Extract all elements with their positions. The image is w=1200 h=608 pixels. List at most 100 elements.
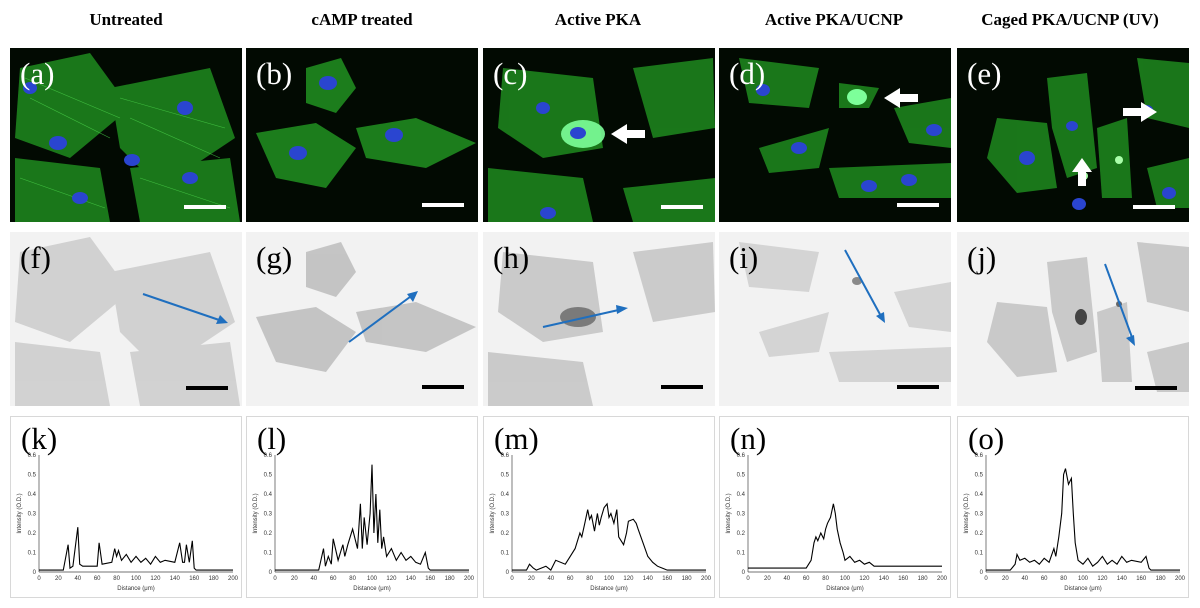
panel-g-grayscale-image: (g) bbox=[246, 232, 478, 406]
profile-arrow bbox=[844, 249, 883, 319]
scale-bar bbox=[186, 386, 228, 390]
x-tick-label: 200 bbox=[937, 576, 948, 582]
x-tick-label: 100 bbox=[367, 576, 378, 582]
x-tick-label: 80 bbox=[822, 576, 829, 582]
x-tick-label: 20 bbox=[291, 576, 298, 582]
x-tick-label: 0 bbox=[37, 576, 41, 582]
y-tick-label: 0.5 bbox=[501, 473, 510, 479]
y-tick-label: 0.2 bbox=[28, 531, 37, 537]
x-tick-label: 100 bbox=[840, 576, 851, 582]
cell-image-g bbox=[256, 242, 476, 372]
x-tick-label: 140 bbox=[1117, 576, 1128, 582]
x-tick-label: 200 bbox=[1175, 576, 1186, 582]
scale-bar bbox=[661, 205, 703, 209]
x-tick-label: 40 bbox=[310, 576, 317, 582]
arrow-icon bbox=[1072, 158, 1092, 186]
cell-image-e bbox=[987, 58, 1189, 210]
y-tick-label: 0.1 bbox=[264, 551, 273, 557]
intensity-profile-line bbox=[39, 527, 233, 571]
intensity-profile-line bbox=[512, 502, 706, 571]
x-tick-label: 200 bbox=[228, 576, 239, 582]
profile-arrow bbox=[1104, 263, 1134, 341]
x-tick-label: 200 bbox=[464, 576, 475, 582]
x-tick-label: 20 bbox=[1002, 576, 1009, 582]
column-header-active-pka: Active PKA bbox=[554, 10, 642, 29]
y-tick-label: 0.5 bbox=[975, 473, 984, 479]
cell-image-a bbox=[15, 53, 240, 222]
scale-bar bbox=[897, 203, 939, 207]
x-tick-label: 140 bbox=[643, 576, 654, 582]
panel-e-fluorescence-image: (e) bbox=[957, 48, 1189, 222]
x-tick-label: 20 bbox=[764, 576, 771, 582]
scale-bar bbox=[1133, 205, 1175, 209]
y-tick-label: 0 bbox=[269, 570, 273, 576]
x-tick-label: 20 bbox=[55, 576, 62, 582]
x-tick-label: 200 bbox=[701, 576, 712, 582]
x-tick-label: 160 bbox=[662, 576, 673, 582]
cell-image-i bbox=[739, 242, 951, 382]
y-tick-label: 0.4 bbox=[737, 492, 746, 498]
profile-arrow bbox=[142, 293, 226, 323]
x-tick-label: 0 bbox=[510, 576, 514, 582]
profile-arrow bbox=[542, 308, 624, 328]
x-tick-label: 100 bbox=[604, 576, 615, 582]
x-axis-label: Distance (μm) bbox=[353, 586, 390, 592]
y-axis-label: Intensity (O.D.) bbox=[17, 493, 23, 533]
panel-label-k: (k) bbox=[21, 421, 58, 456]
scale-bar bbox=[184, 205, 226, 209]
arrow-icon bbox=[884, 88, 918, 108]
x-axis-label: Distance (μm) bbox=[1064, 586, 1101, 592]
y-tick-label: 0.4 bbox=[28, 492, 37, 498]
y-tick-label: 0.2 bbox=[975, 531, 984, 537]
x-tick-label: 60 bbox=[803, 576, 810, 582]
panel-label-m: (m) bbox=[494, 421, 539, 456]
x-tick-label: 140 bbox=[170, 576, 181, 582]
x-tick-label: 0 bbox=[984, 576, 988, 582]
y-tick-label: 0.6 bbox=[501, 453, 510, 459]
x-tick-label: 100 bbox=[1078, 576, 1089, 582]
panel-label-i: (i) bbox=[729, 240, 759, 275]
panel-j-grayscale-image: (j) bbox=[957, 232, 1189, 406]
panel-k-profile-chart: 0 20 40 60 80 100 120 140 160 180 200 0 0.1 0.2 0.3 0.4… bbox=[10, 416, 242, 598]
column-header-caged-pka-ucnp-uv: Caged PKA/UCNP (UV) bbox=[981, 10, 1159, 29]
x-tick-label: 160 bbox=[189, 576, 200, 582]
x-tick-label: 0 bbox=[273, 576, 277, 582]
panel-label-a: (a) bbox=[20, 56, 55, 91]
x-tick-label: 180 bbox=[682, 576, 693, 582]
panel-label-b: (b) bbox=[256, 56, 293, 91]
x-tick-label: 160 bbox=[425, 576, 436, 582]
x-tick-label: 140 bbox=[879, 576, 890, 582]
y-tick-label: 0.1 bbox=[501, 551, 510, 557]
cell-image-c bbox=[488, 58, 715, 222]
panel-label-h: (h) bbox=[493, 240, 530, 275]
scale-bar bbox=[661, 385, 703, 389]
y-tick-label: 0.4 bbox=[501, 492, 510, 498]
x-tick-label: 20 bbox=[528, 576, 535, 582]
panel-label-d: (d) bbox=[729, 56, 766, 91]
panel-i-grayscale-image: (i) bbox=[719, 232, 951, 406]
intensity-profile-line bbox=[275, 464, 469, 571]
x-tick-label: 120 bbox=[150, 576, 161, 582]
panel-m-profile-chart: 0 20 40 60 80 100 120 140 160 180 200 0 0.1 0.2 0.3 0.4… bbox=[483, 416, 715, 598]
x-tick-label: 60 bbox=[94, 576, 101, 582]
scale-bar bbox=[422, 385, 464, 389]
y-tick-label: 0.6 bbox=[975, 453, 984, 459]
x-tick-label: 40 bbox=[783, 576, 790, 582]
scale-bar bbox=[1135, 386, 1177, 390]
cell-image-h bbox=[488, 242, 715, 406]
panel-label-c: (c) bbox=[493, 56, 528, 91]
panel-n-profile-chart: 0 20 40 60 80 100 120 140 160 180 200 0 0.1 0.2 0.3 0.4… bbox=[719, 416, 951, 598]
x-axis-label: Distance (μm) bbox=[826, 586, 863, 592]
profile-arrow bbox=[348, 293, 415, 343]
y-tick-label: 0.3 bbox=[28, 512, 37, 518]
y-tick-label: 0.1 bbox=[975, 551, 984, 557]
arrow-icon bbox=[1123, 102, 1157, 122]
column-header-active-pka-ucnp: Active PKA/UCNP bbox=[764, 10, 904, 29]
x-axis-label: Distance (μm) bbox=[590, 586, 627, 592]
x-tick-label: 80 bbox=[1060, 576, 1067, 582]
y-axis-label: Intensity (O.D.) bbox=[726, 493, 732, 533]
x-tick-label: 180 bbox=[445, 576, 456, 582]
panel-l-profile-chart: 0 20 40 60 80 100 120 140 160 180 200 0 0.1 0.2 0.3 0.4… bbox=[246, 416, 478, 598]
x-tick-label: 120 bbox=[859, 576, 870, 582]
scale-bar bbox=[422, 203, 464, 207]
